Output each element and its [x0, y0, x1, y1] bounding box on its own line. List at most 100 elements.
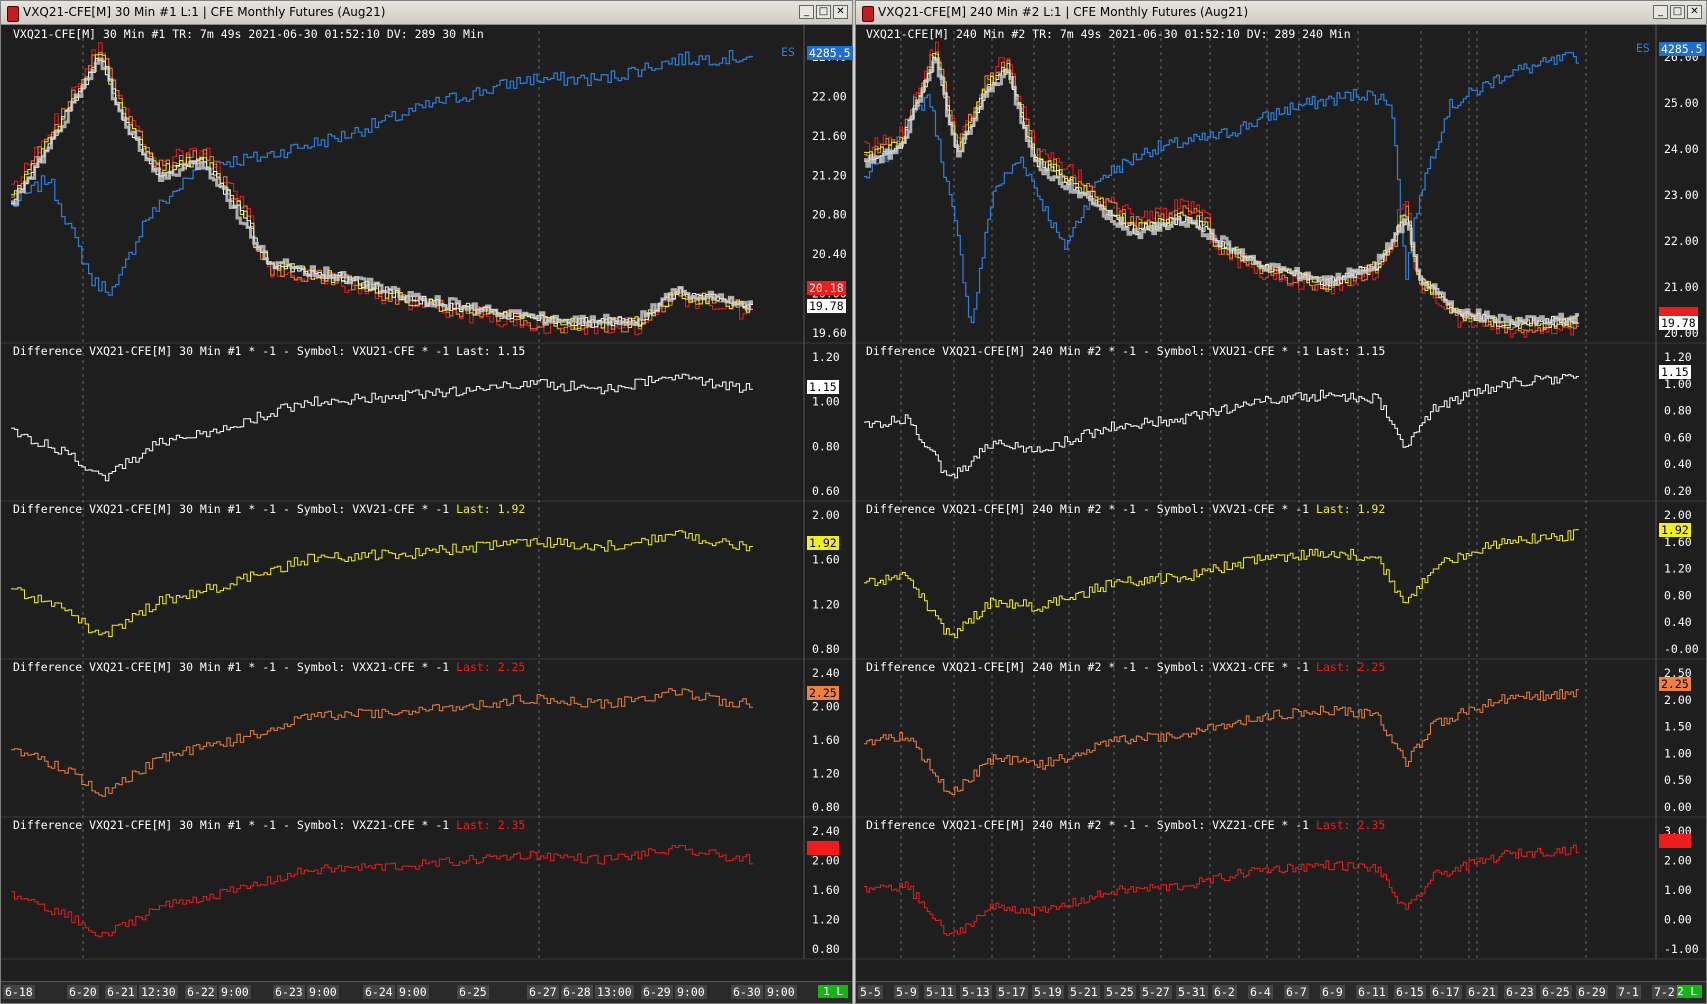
price-tick-label: 23.00: [1664, 188, 1699, 202]
title-bar[interactable]: VXQ21-CFE[M] 240 Min #2 L:1 | CFE Monthl…: [856, 1, 1706, 25]
es-symbol-label: ES: [781, 45, 795, 59]
price-tick-label: 2.40: [812, 824, 840, 838]
window-title: VXQ21-CFE[M] 30 Min #1 L:1 | CFE Monthly…: [23, 5, 386, 19]
time-tick-label: 9:00: [397, 985, 429, 999]
live-indicator: 2 L: [1672, 985, 1702, 998]
price-tick-label: 1.00: [1664, 883, 1692, 897]
time-tick-label: 6-22: [185, 985, 217, 999]
close-button[interactable]: ✕: [833, 5, 848, 19]
diff-pane-label-vxx: Difference VXQ21-CFE[M] 240 Min #2 * -1 …: [866, 660, 1386, 674]
vxu-last-tag: 1.15: [1659, 365, 1691, 379]
price-tick-label: 21.20: [812, 168, 847, 182]
vxv-last-tag: 1.92: [1659, 523, 1691, 537]
price-tick-label: 0.80: [812, 800, 840, 814]
price-tick-label: 20.80: [812, 208, 847, 222]
time-tick-label: 6-18: [3, 985, 35, 999]
price-tick-label: 0.60: [812, 484, 840, 498]
diff-pane-label-vxz: Difference VXQ21-CFE[M] 30 Min #1 * -1 -…: [13, 818, 526, 832]
chart-window-240min[interactable]: VXQ21-CFE[M] 240 Min #2 L:1 | CFE Monthl…: [855, 0, 1707, 1004]
price-tick-label: 24.00: [1664, 142, 1699, 156]
price-tick-label: -1.00: [1664, 942, 1699, 956]
price-tick-label: 0.80: [812, 439, 840, 453]
vxu-diff-line: [864, 374, 1579, 479]
price-tick-label: 1.60: [812, 553, 840, 567]
vxv-price-line: [11, 53, 753, 330]
vxv-price-line: [864, 53, 1579, 330]
time-tick-label: 6-30: [731, 985, 763, 999]
chart-canvas[interactable]: 22.4022.0021.6021.2020.8020.4020.0019.60…: [1, 25, 852, 981]
price-tick-label: 1.60: [812, 883, 840, 897]
diff-pane-label-vxv: Difference VXQ21-CFE[M] 30 Min #1 * -1 -…: [13, 502, 526, 516]
price-tick-label: 2.00: [812, 700, 840, 714]
time-axis[interactable]: 2 L 5-5 5-9 5-11 5-13 5-17 5-19 5-21 5-25 5-27 5-…: [856, 981, 1706, 1003]
price-tick-label: 2.00: [812, 854, 840, 868]
price-tick-label: 21.00: [1664, 280, 1699, 294]
price-tick-label: 2.00: [1664, 508, 1692, 522]
price-tick-label: 0.40: [1664, 615, 1692, 629]
price-tick-label: 0.80: [1664, 588, 1692, 602]
time-tick-label: 5-19: [1032, 985, 1064, 999]
time-tick-label: 9:00: [765, 985, 797, 999]
title-bar[interactable]: VXQ21-CFE[M] 30 Min #1 L:1 | CFE Monthly…: [1, 1, 852, 25]
price-tick-label: 0.00: [1664, 800, 1692, 814]
price-tick-label: 25.00: [1664, 96, 1699, 110]
price-tick-label: 0.00: [1664, 913, 1692, 927]
time-tick-label: 6-9: [1320, 985, 1345, 999]
time-tick-label: 6-21: [1466, 985, 1498, 999]
time-tick-label: 6-7: [1284, 985, 1309, 999]
time-tick-label: 6-11: [1356, 985, 1388, 999]
main-last-tag-white: 19.78: [807, 299, 846, 313]
time-tick-label: 13:00: [595, 985, 634, 999]
price-tick-label: 0.80: [1664, 404, 1692, 418]
price-tick-label: 21.60: [812, 129, 847, 143]
price-tick-label: 1.20: [1664, 350, 1692, 364]
time-tick-label: 6-29: [1576, 985, 1608, 999]
time-tick-label: 6-25: [457, 985, 489, 999]
time-tick-label: 6-4: [1248, 985, 1273, 999]
es-price-line: [864, 51, 1579, 324]
es-last-tag: 4285.5: [1659, 42, 1705, 56]
time-tick-label: 5-9: [894, 985, 919, 999]
minimize-button[interactable]: _: [799, 5, 814, 19]
time-tick-label: 6-25: [1540, 985, 1572, 999]
price-tick-label: 0.50: [1664, 773, 1692, 787]
vxx-last-tag: 2.25: [807, 686, 839, 700]
price-tick-label: 2.00: [812, 508, 840, 522]
time-tick-label: 5-11: [924, 985, 956, 999]
diff-pane-label-vxz: Difference VXQ21-CFE[M] 240 Min #2 * -1 …: [866, 818, 1386, 832]
time-tick-label: 6-20: [67, 985, 99, 999]
time-tick-label: 5-21: [1068, 985, 1100, 999]
time-axis[interactable]: 1 L 6-18 6-20 6-21 12:30 6-22 9:00 6-23 9:00 6-2…: [1, 981, 852, 1003]
time-tick-label: 9:00: [675, 985, 707, 999]
price-tick-label: 0.80: [812, 642, 840, 656]
close-button[interactable]: ✕: [1687, 5, 1702, 19]
maximize-button[interactable]: □: [1670, 5, 1685, 19]
maximize-button[interactable]: □: [816, 5, 831, 19]
vxz-diff-line: [11, 844, 753, 938]
es-symbol-label: ES: [1636, 41, 1650, 55]
vxz-diff-line: [864, 844, 1579, 936]
diff-pane-label-vxu: Difference VXQ21-CFE[M] 240 Min #2 * -1 …: [866, 344, 1386, 358]
price-tick-label: 1.20: [812, 597, 840, 611]
time-tick-label: 6-23: [1504, 985, 1536, 999]
time-tick-label: 6-2: [1212, 985, 1237, 999]
price-tick-label: 1.00: [812, 395, 840, 409]
price-tick-label: 1.00: [1664, 746, 1692, 760]
minimize-button[interactable]: _: [1653, 5, 1668, 19]
price-tick-label: 2.00: [1664, 854, 1692, 868]
time-tick-label: 9:00: [219, 985, 251, 999]
chart-window-30min[interactable]: VXQ21-CFE[M] 30 Min #1 L:1 | CFE Monthly…: [0, 0, 853, 1004]
app-icon: [7, 6, 19, 22]
price-tick-label: 22.00: [812, 89, 847, 103]
price-tick-label: 20.40: [812, 247, 847, 261]
time-tick-label: 6-28: [561, 985, 593, 999]
time-tick-label: 6-27: [527, 985, 559, 999]
price-tick-label: -0.00: [1664, 642, 1699, 656]
price-tick-label: 2.00: [1664, 693, 1692, 707]
es-last-tag: 4285.5: [807, 46, 853, 60]
time-tick-label: 9:00: [307, 985, 339, 999]
vxv-last-tag: 1.92: [807, 536, 839, 550]
price-tick-label: 1.50: [1664, 720, 1692, 734]
chart-header: VXQ21-CFE[M] 30 Min #1 TR: 7m 49s 2021-0…: [13, 27, 484, 41]
price-tick-label: 2.40: [812, 666, 840, 680]
